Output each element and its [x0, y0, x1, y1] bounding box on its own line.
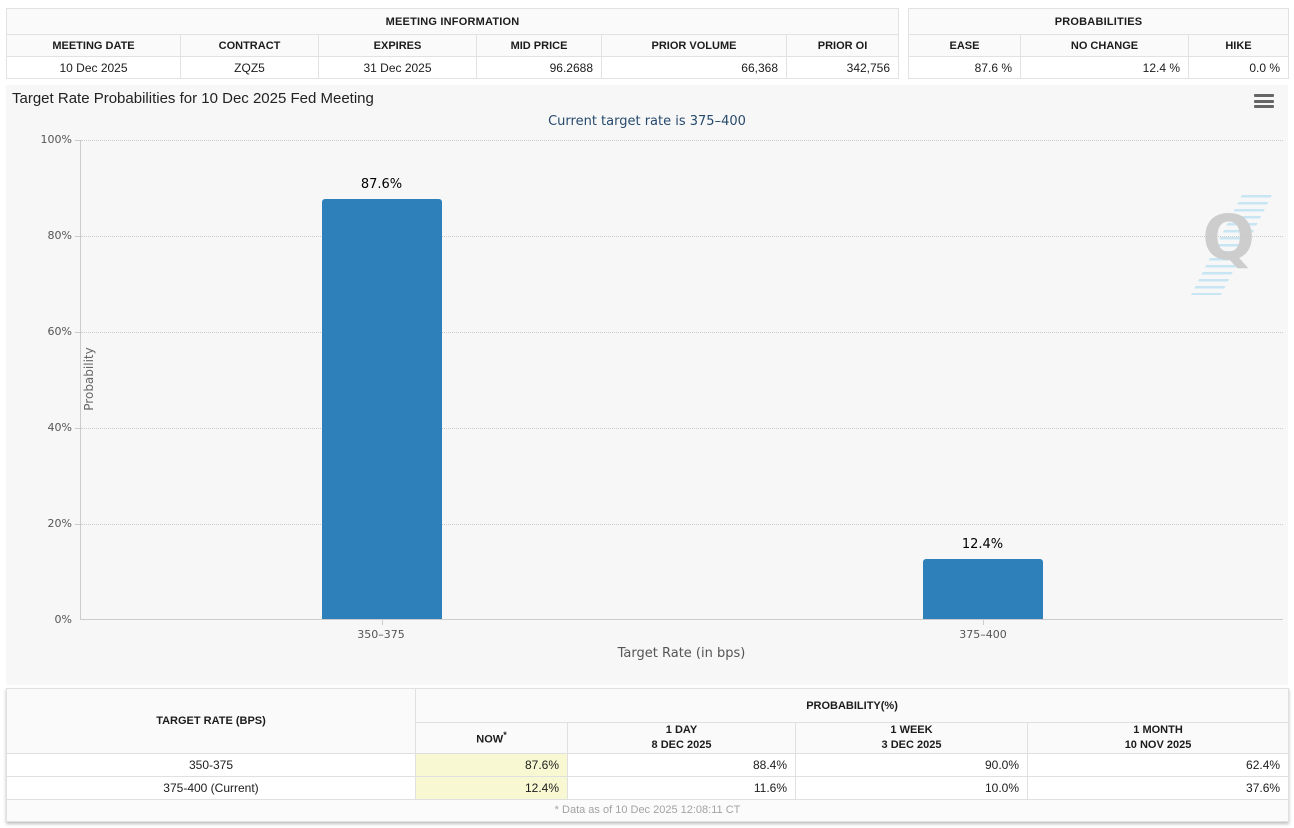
gridline-80	[81, 236, 1283, 237]
gridline-100	[81, 140, 1283, 141]
ytick-label-20: 20%	[47, 517, 72, 530]
table-row-350-375: 350-375 87.6% 88.4% 90.0% 62.4%	[6, 752, 1290, 777]
1-month-probability-cell: 62.4%	[1026, 752, 1290, 777]
data-as-of-footnote: * Data as of 10 Dec 2025 12:08:11 CT	[5, 798, 1290, 822]
ease-value: 87.6 %	[908, 56, 1021, 79]
col-header-mid-price: MID PRICE	[476, 34, 602, 57]
meeting-date-value: 10 Dec 2025	[6, 56, 181, 79]
col-header-now: NOW*	[415, 722, 568, 754]
now-asterisk: *	[503, 729, 507, 740]
col-header-no-change: NO CHANGE	[1020, 34, 1189, 57]
probability-history-table: TARGET RATE (BPS) PROBABILITY(%) NOW* 1 …	[5, 688, 1290, 822]
xaxis-title: Target Rate (in bps)	[617, 646, 746, 661]
hike-value: 0.0 %	[1187, 56, 1290, 79]
bar-375-400[interactable]	[922, 559, 1043, 619]
ytick-label-40: 40%	[47, 421, 72, 434]
hamburger-icon	[1254, 94, 1274, 97]
prior-volume-value: 66,368	[601, 56, 787, 79]
col-header-1-week: 1 WEEK 3 DEC 2025	[795, 722, 1028, 754]
col-header-meeting-date: MEETING DATE	[6, 34, 181, 57]
1-day-probability-cell: 88.4%	[567, 752, 796, 777]
chart-title: Target Rate Probabilities for 10 Dec 202…	[12, 90, 374, 107]
1-week-probability-cell: 90.0%	[795, 752, 1028, 777]
chart-context-menu-button[interactable]	[1254, 93, 1274, 109]
probabilities-summary-row: 87.6 % 12.4 % 0.0 %	[908, 56, 1290, 79]
col-header-prior-oi: PRIOR OI	[785, 34, 900, 57]
probabilities-summary-table: PROBABILITIES EASE NO CHANGE HIKE 87.6 %…	[907, 8, 1290, 79]
gridline-60	[81, 332, 1283, 333]
no-change-value: 12.4 %	[1020, 56, 1189, 79]
col-header-ease: EASE	[908, 34, 1021, 57]
1-month-probability-cell: 37.6%	[1026, 775, 1290, 800]
now-probability-cell: 12.4%	[415, 775, 568, 800]
col-header-expires: EXPIRES	[318, 34, 477, 57]
mid-price-value: 96.2688	[476, 56, 602, 79]
ytick-label-80: 80%	[47, 229, 72, 242]
watermark-q-letter: Q	[1202, 201, 1255, 274]
bar-value-label: 87.6%	[360, 176, 403, 192]
prior-oi-value: 342,756	[785, 56, 900, 79]
meeting-information-table: MEETING INFORMATION MEETING DATE CONTRAC…	[5, 8, 900, 79]
col-header-contract: CONTRACT	[180, 34, 319, 57]
gridline-20	[81, 524, 1283, 525]
contract-value: ZQZ5	[180, 56, 319, 79]
bar-slot-375-400: 12.4%	[682, 140, 1283, 625]
target-rate-cell: 350-375	[6, 752, 416, 777]
xcategory-350-375: 350–375	[357, 628, 405, 641]
probabilities-title: PROBABILITIES	[907, 8, 1290, 35]
gridline-40	[81, 428, 1283, 429]
group-header-probability-pct: PROBABILITY(%)	[414, 688, 1290, 723]
ytick-label-0: 0%	[54, 613, 72, 626]
bar-350-375[interactable]	[321, 198, 442, 619]
meeting-information-row: 10 Dec 2025 ZQZ5 31 Dec 2025 96.2688 66,…	[6, 56, 900, 79]
xtick-350-375	[381, 619, 383, 625]
now-probability-cell: 87.6%	[415, 752, 568, 777]
chart-subtitle: Current target rate is 375–400	[548, 114, 746, 129]
bar-slot-350-375: 87.6%	[81, 140, 682, 625]
col-header-1-day: 1 DAY 8 DEC 2025	[567, 722, 796, 754]
expires-value: 31 Dec 2025	[318, 56, 477, 79]
ytick-label-100: 100%	[40, 133, 72, 146]
col-header-prior-volume: PRIOR VOLUME	[601, 34, 787, 57]
meeting-information-title: MEETING INFORMATION	[5, 8, 900, 35]
xtick-375-400	[982, 619, 984, 625]
bar-value-label: 12.4%	[961, 537, 1004, 553]
ytick-label-60: 60%	[47, 325, 72, 338]
1-day-probability-cell: 11.6%	[567, 775, 796, 800]
target-rate-probabilities-chart: Target Rate Probabilities for 10 Dec 202…	[6, 85, 1288, 685]
xcategory-375-400: 375–400	[959, 628, 1007, 641]
target-rate-cell: 375-400 (Current)	[6, 775, 416, 800]
table-row-375-400-current: 375-400 (Current) 12.4% 11.6% 10.0% 37.6…	[6, 775, 1290, 800]
col-header-hike: HIKE	[1187, 34, 1290, 57]
chart-plot-area: 100% 80% 60% 40% 20% 0% Probability Q 87…	[41, 133, 1283, 626]
quikstrike-watermark-logo: Q	[1185, 195, 1272, 295]
col-header-target-rate-bps: TARGET RATE (BPS)	[6, 688, 416, 754]
1-week-probability-cell: 10.0%	[795, 775, 1028, 800]
col-header-1-month: 1 MONTH 10 NOV 2025	[1026, 722, 1290, 754]
